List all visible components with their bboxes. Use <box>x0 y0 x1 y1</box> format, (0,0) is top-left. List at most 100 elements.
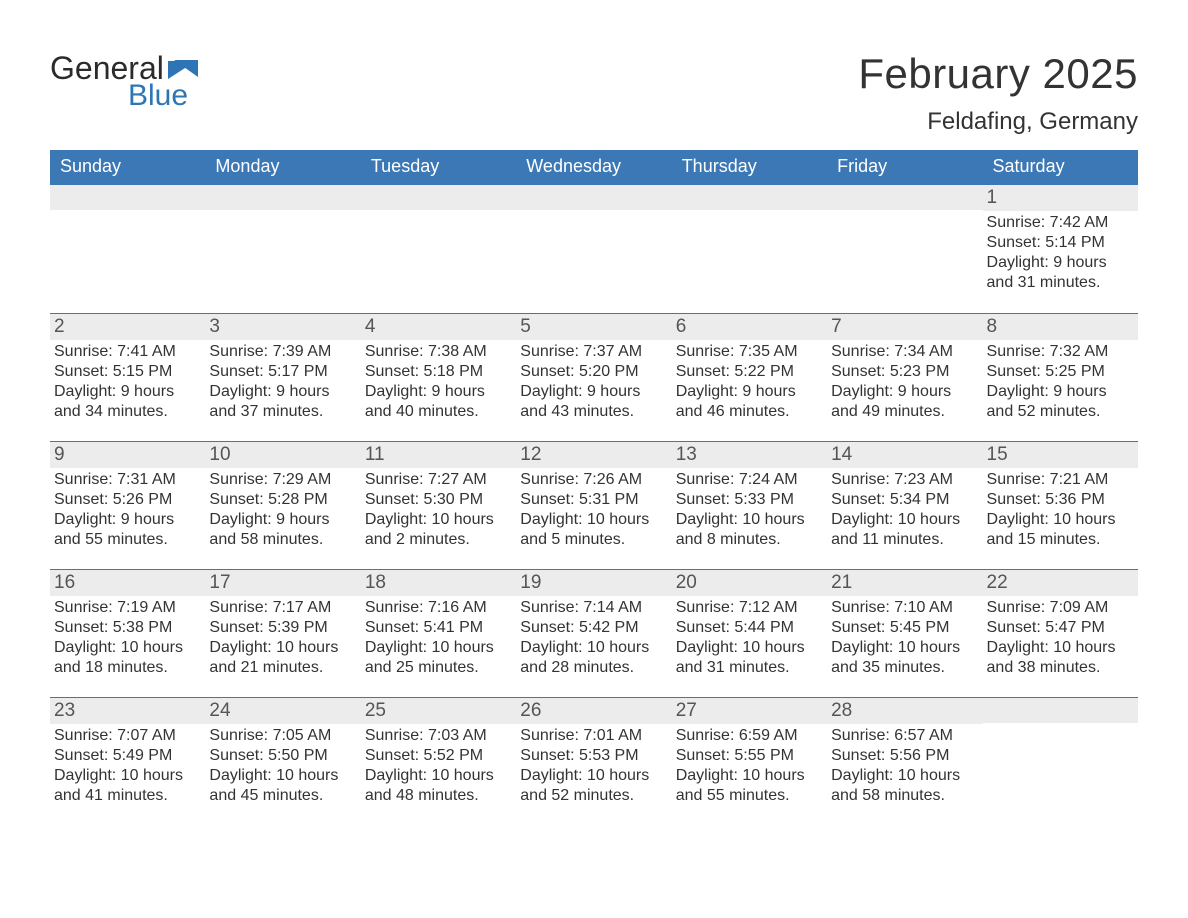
day-number: 6 <box>672 314 827 340</box>
day-number <box>205 185 360 210</box>
day-cell: 10Sunrise: 7:29 AMSunset: 5:28 PMDayligh… <box>205 442 360 569</box>
day-number: 8 <box>983 314 1138 340</box>
day-number: 14 <box>827 442 982 468</box>
day-cell: 1Sunrise: 7:42 AMSunset: 5:14 PMDaylight… <box>983 185 1138 313</box>
sunset-text: Sunset: 5:33 PM <box>676 490 819 510</box>
sunrise-text: Sunrise: 7:19 AM <box>54 598 197 618</box>
day-cell: 14Sunrise: 7:23 AMSunset: 5:34 PMDayligh… <box>827 442 982 569</box>
sunset-text: Sunset: 5:14 PM <box>987 233 1130 253</box>
sunrise-text: Sunrise: 7:24 AM <box>676 470 819 490</box>
day-number: 22 <box>983 570 1138 596</box>
day-number: 13 <box>672 442 827 468</box>
page-header: General Blue February 2025 Feldafing, Ge… <box>50 50 1138 136</box>
daylight-text: Daylight: 10 hours and 11 minutes. <box>831 510 974 550</box>
sunset-text: Sunset: 5:36 PM <box>987 490 1130 510</box>
day-number: 25 <box>361 698 516 724</box>
sunrise-text: Sunrise: 7:35 AM <box>676 342 819 362</box>
day-cell <box>205 185 360 313</box>
day-cell: 28Sunrise: 6:57 AMSunset: 5:56 PMDayligh… <box>827 698 982 825</box>
day-body: Sunrise: 7:42 AMSunset: 5:14 PMDaylight:… <box>987 213 1130 293</box>
sunset-text: Sunset: 5:23 PM <box>831 362 974 382</box>
day-body: Sunrise: 7:26 AMSunset: 5:31 PMDaylight:… <box>520 470 663 550</box>
sunset-text: Sunset: 5:56 PM <box>831 746 974 766</box>
day-number: 7 <box>827 314 982 340</box>
daylight-text: Daylight: 9 hours and 40 minutes. <box>365 382 508 422</box>
calendar-grid: SundayMondayTuesdayWednesdayThursdayFrid… <box>50 150 1138 825</box>
daylight-text: Daylight: 10 hours and 38 minutes. <box>987 638 1130 678</box>
sunset-text: Sunset: 5:26 PM <box>54 490 197 510</box>
daylight-text: Daylight: 9 hours and 49 minutes. <box>831 382 974 422</box>
week-row: 16Sunrise: 7:19 AMSunset: 5:38 PMDayligh… <box>50 569 1138 697</box>
day-number: 15 <box>983 442 1138 468</box>
daylight-text: Daylight: 9 hours and 46 minutes. <box>676 382 819 422</box>
day-number: 1 <box>983 185 1138 211</box>
day-number: 28 <box>827 698 982 724</box>
day-body: Sunrise: 7:41 AMSunset: 5:15 PMDaylight:… <box>54 342 197 422</box>
dow-sunday: Sunday <box>50 150 205 185</box>
dow-thursday: Thursday <box>672 150 827 185</box>
sunrise-text: Sunrise: 6:59 AM <box>676 726 819 746</box>
day-body: Sunrise: 7:07 AMSunset: 5:49 PMDaylight:… <box>54 726 197 806</box>
day-number: 2 <box>50 314 205 340</box>
sunset-text: Sunset: 5:39 PM <box>209 618 352 638</box>
daylight-text: Daylight: 10 hours and 5 minutes. <box>520 510 663 550</box>
sunrise-text: Sunrise: 7:17 AM <box>209 598 352 618</box>
day-body: Sunrise: 7:27 AMSunset: 5:30 PMDaylight:… <box>365 470 508 550</box>
sunset-text: Sunset: 5:30 PM <box>365 490 508 510</box>
day-body: Sunrise: 7:31 AMSunset: 5:26 PMDaylight:… <box>54 470 197 550</box>
sunrise-text: Sunrise: 7:41 AM <box>54 342 197 362</box>
daylight-text: Daylight: 10 hours and 41 minutes. <box>54 766 197 806</box>
sunrise-text: Sunrise: 7:07 AM <box>54 726 197 746</box>
dow-wednesday: Wednesday <box>516 150 671 185</box>
day-cell: 27Sunrise: 6:59 AMSunset: 5:55 PMDayligh… <box>672 698 827 825</box>
sunset-text: Sunset: 5:34 PM <box>831 490 974 510</box>
day-body: Sunrise: 7:01 AMSunset: 5:53 PMDaylight:… <box>520 726 663 806</box>
day-cell <box>361 185 516 313</box>
calendar-page: General Blue February 2025 Feldafing, Ge… <box>0 0 1188 865</box>
sunrise-text: Sunrise: 7:39 AM <box>209 342 352 362</box>
sunset-text: Sunset: 5:18 PM <box>365 362 508 382</box>
sunset-text: Sunset: 5:15 PM <box>54 362 197 382</box>
sunrise-text: Sunrise: 7:23 AM <box>831 470 974 490</box>
day-cell <box>516 185 671 313</box>
day-body: Sunrise: 7:23 AMSunset: 5:34 PMDaylight:… <box>831 470 974 550</box>
sunrise-text: Sunrise: 7:27 AM <box>365 470 508 490</box>
day-cell: 24Sunrise: 7:05 AMSunset: 5:50 PMDayligh… <box>205 698 360 825</box>
daylight-text: Daylight: 9 hours and 55 minutes. <box>54 510 197 550</box>
day-cell: 23Sunrise: 7:07 AMSunset: 5:49 PMDayligh… <box>50 698 205 825</box>
daylight-text: Daylight: 9 hours and 31 minutes. <box>987 253 1130 293</box>
day-cell: 12Sunrise: 7:26 AMSunset: 5:31 PMDayligh… <box>516 442 671 569</box>
week-row: 2Sunrise: 7:41 AMSunset: 5:15 PMDaylight… <box>50 313 1138 441</box>
day-number: 9 <box>50 442 205 468</box>
day-body: Sunrise: 7:03 AMSunset: 5:52 PMDaylight:… <box>365 726 508 806</box>
daylight-text: Daylight: 10 hours and 31 minutes. <box>676 638 819 678</box>
day-body: Sunrise: 7:34 AMSunset: 5:23 PMDaylight:… <box>831 342 974 422</box>
sunrise-text: Sunrise: 7:34 AM <box>831 342 974 362</box>
sunset-text: Sunset: 5:41 PM <box>365 618 508 638</box>
dow-saturday: Saturday <box>983 150 1138 185</box>
sunrise-text: Sunrise: 7:29 AM <box>209 470 352 490</box>
day-body: Sunrise: 7:39 AMSunset: 5:17 PMDaylight:… <box>209 342 352 422</box>
dow-friday: Friday <box>827 150 982 185</box>
day-body: Sunrise: 6:57 AMSunset: 5:56 PMDaylight:… <box>831 726 974 806</box>
daylight-text: Daylight: 10 hours and 58 minutes. <box>831 766 974 806</box>
daylight-text: Daylight: 10 hours and 45 minutes. <box>209 766 352 806</box>
sunrise-text: Sunrise: 6:57 AM <box>831 726 974 746</box>
daylight-text: Daylight: 9 hours and 37 minutes. <box>209 382 352 422</box>
day-cell: 25Sunrise: 7:03 AMSunset: 5:52 PMDayligh… <box>361 698 516 825</box>
day-number <box>672 185 827 210</box>
day-number <box>361 185 516 210</box>
sunset-text: Sunset: 5:25 PM <box>987 362 1130 382</box>
day-cell: 20Sunrise: 7:12 AMSunset: 5:44 PMDayligh… <box>672 570 827 697</box>
day-number: 19 <box>516 570 671 596</box>
day-body: Sunrise: 7:16 AMSunset: 5:41 PMDaylight:… <box>365 598 508 678</box>
day-body: Sunrise: 7:05 AMSunset: 5:50 PMDaylight:… <box>209 726 352 806</box>
day-number: 3 <box>205 314 360 340</box>
day-number: 24 <box>205 698 360 724</box>
day-body: Sunrise: 7:32 AMSunset: 5:25 PMDaylight:… <box>987 342 1130 422</box>
day-number: 23 <box>50 698 205 724</box>
sunset-text: Sunset: 5:38 PM <box>54 618 197 638</box>
daylight-text: Daylight: 9 hours and 43 minutes. <box>520 382 663 422</box>
sunrise-text: Sunrise: 7:09 AM <box>987 598 1130 618</box>
sunset-text: Sunset: 5:31 PM <box>520 490 663 510</box>
